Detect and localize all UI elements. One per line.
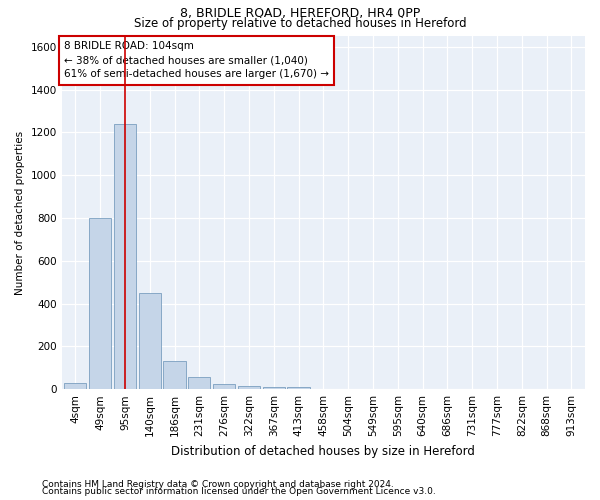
Bar <box>114 124 136 389</box>
Text: 8 BRIDLE ROAD: 104sqm
← 38% of detached houses are smaller (1,040)
61% of semi-d: 8 BRIDLE ROAD: 104sqm ← 38% of detached … <box>64 42 329 80</box>
Bar <box>238 386 260 389</box>
Bar <box>213 384 235 389</box>
Bar <box>188 378 211 389</box>
Bar <box>312 388 334 389</box>
Text: Contains public sector information licensed under the Open Government Licence v3: Contains public sector information licen… <box>42 487 436 496</box>
Y-axis label: Number of detached properties: Number of detached properties <box>15 130 25 294</box>
Text: 8, BRIDLE ROAD, HEREFORD, HR4 0PP: 8, BRIDLE ROAD, HEREFORD, HR4 0PP <box>180 8 420 20</box>
Text: Size of property relative to detached houses in Hereford: Size of property relative to detached ho… <box>134 18 466 30</box>
Bar <box>163 362 185 389</box>
Bar <box>287 388 310 389</box>
Bar <box>89 218 111 389</box>
Bar <box>263 388 285 389</box>
Bar <box>139 293 161 389</box>
Text: Contains HM Land Registry data © Crown copyright and database right 2024.: Contains HM Land Registry data © Crown c… <box>42 480 394 489</box>
Bar <box>64 383 86 389</box>
X-axis label: Distribution of detached houses by size in Hereford: Distribution of detached houses by size … <box>172 444 475 458</box>
